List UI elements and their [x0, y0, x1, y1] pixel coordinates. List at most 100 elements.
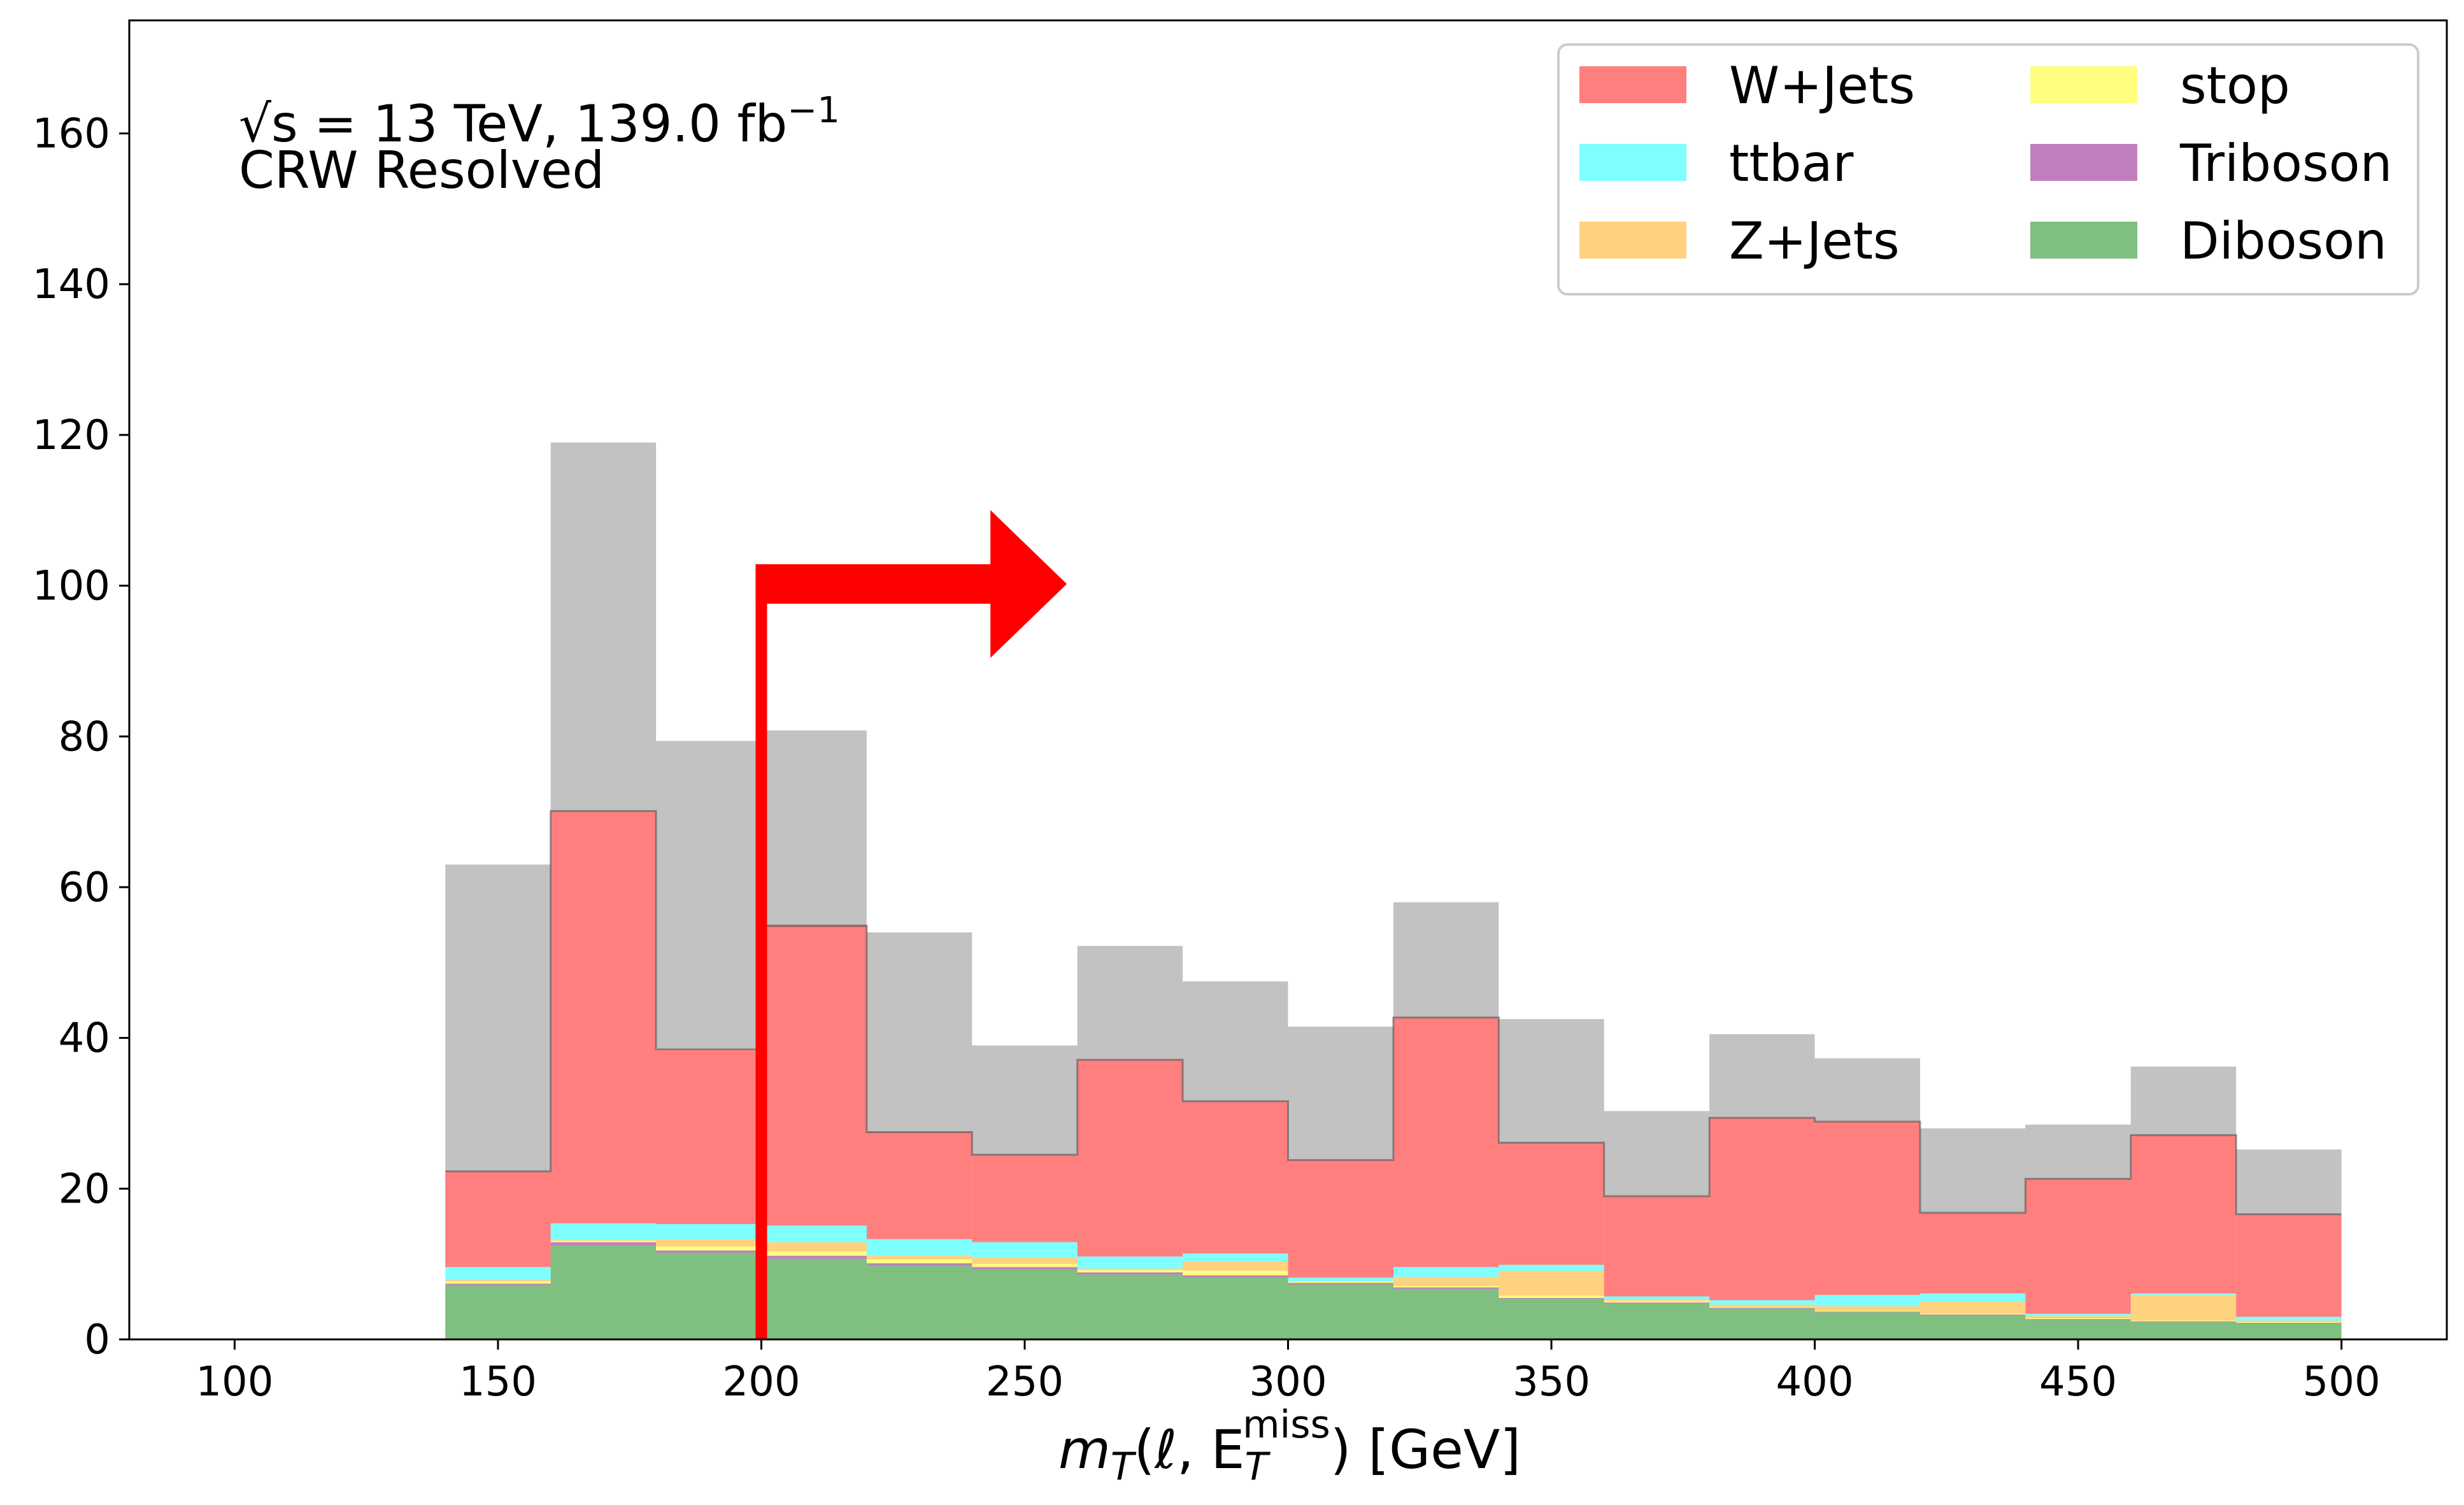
bar-triboson	[1077, 1272, 1183, 1275]
y-tick-label: 140	[32, 261, 110, 308]
uncertainty-bin	[866, 932, 972, 1133]
bar-ttbar	[1077, 1256, 1183, 1269]
bar-diboson	[445, 1285, 551, 1339]
energy-lumi-label: √s = 13 TeV, 139.0 fb−1	[239, 90, 840, 153]
bar-ttbar	[972, 1242, 1078, 1259]
legend-swatch	[1579, 66, 1686, 103]
bar-z-jets	[866, 1255, 972, 1260]
bar-ttbar	[761, 1225, 867, 1243]
uncertainty-bin	[1709, 1034, 1815, 1118]
bar-w-jets	[1709, 1118, 1815, 1301]
bar-z-jets	[972, 1258, 1078, 1264]
cut-arrow-shaft	[755, 564, 994, 604]
bar-ttbar	[1604, 1296, 1710, 1300]
y-tick-label: 20	[59, 1166, 110, 1213]
uncertainty-bin	[1183, 981, 1288, 1102]
bar-triboson	[761, 1255, 867, 1259]
uncertainty-bin	[1288, 1026, 1393, 1160]
bar-z-jets	[1919, 1301, 2026, 1314]
legend-label: stop	[2180, 56, 2290, 115]
bar-triboson	[1814, 1311, 1920, 1313]
uncertainty-bin	[1393, 902, 1499, 1018]
bar-triboson	[1288, 1283, 1393, 1285]
bar-z-jets	[1393, 1276, 1499, 1286]
bar-stop	[761, 1251, 867, 1256]
cut-line	[755, 564, 767, 1339]
bar-w-jets	[1393, 1017, 1499, 1267]
bar-ttbar	[2025, 1313, 2131, 1316]
bar-diboson	[972, 1269, 1078, 1339]
bar-w-jets	[761, 925, 867, 1226]
uncertainty-bin	[656, 741, 762, 1049]
bar-stop	[972, 1264, 1078, 1267]
bar-stop	[1499, 1295, 1604, 1298]
bar-diboson	[1183, 1277, 1288, 1339]
bar-w-jets	[1288, 1160, 1393, 1278]
bar-diboson	[1709, 1308, 1815, 1339]
y-tick-label: 100	[32, 563, 110, 610]
bar-stop	[2130, 1320, 2237, 1322]
uncertainty-bin	[2130, 1066, 2237, 1136]
legend: W+Jets stop ttbar Triboson Z+Jets Diboson	[1557, 43, 2419, 296]
bar-z-jets	[550, 1239, 657, 1241]
legend-label: Z+Jets	[1729, 211, 1900, 271]
legend-swatch	[2030, 144, 2137, 181]
legend-swatch	[2030, 222, 2137, 259]
bar-diboson	[656, 1252, 762, 1339]
bar-ttbar	[1288, 1277, 1393, 1281]
bar-z-jets	[1814, 1306, 1920, 1311]
uncertainty-bin	[972, 1045, 1078, 1155]
y-tick-label: 80	[59, 713, 110, 760]
annotation: √s = 13 TeV, 139.0 fb−1 CRW Resolved	[239, 90, 840, 200]
bar-stop	[866, 1259, 972, 1264]
y-tick-label: 120	[32, 412, 110, 459]
cut-arrow	[755, 510, 1067, 1339]
uncertainty-bin	[445, 864, 551, 1172]
legend-label: Diboson	[2180, 211, 2387, 271]
bar-w-jets	[1919, 1213, 2026, 1294]
y-tick-label: 60	[59, 864, 110, 911]
bar-triboson	[445, 1283, 551, 1285]
x-tick-label: 450	[2039, 1359, 2117, 1406]
x-tick-label: 150	[459, 1359, 537, 1406]
y-tick-label: 0	[84, 1316, 110, 1364]
y-tick-label: 40	[59, 1015, 110, 1062]
bar-w-jets	[445, 1171, 551, 1267]
bar-triboson	[1393, 1287, 1499, 1289]
bar-diboson	[1919, 1315, 2026, 1339]
bar-diboson	[866, 1266, 972, 1339]
x-axis-label: mT(ℓ, ETmiss) [GeV]	[1058, 1402, 1521, 1489]
legend-swatch	[1579, 144, 1686, 181]
x-tick-label: 500	[2303, 1359, 2381, 1406]
bar-stop	[1709, 1307, 1815, 1308]
bar-z-jets	[1499, 1271, 1604, 1296]
bar-stop	[445, 1281, 551, 1284]
bar-ttbar	[2130, 1293, 2237, 1295]
bar-w-jets	[1077, 1059, 1183, 1257]
bar-stop	[656, 1246, 762, 1251]
bar-w-jets	[656, 1049, 762, 1224]
legend-label: W+Jets	[1729, 56, 1915, 115]
bar-stop	[2025, 1318, 2131, 1320]
uncertainty-bin	[2236, 1149, 2342, 1215]
x-tick-label: 350	[1513, 1359, 1590, 1406]
legend-swatch	[2030, 66, 2137, 103]
x-tick-label: 300	[1249, 1359, 1327, 1406]
region-label: CRW Resolved	[239, 141, 604, 200]
x-tick-label: 400	[1776, 1359, 1853, 1406]
bar-diboson	[2025, 1320, 2131, 1339]
bar-z-jets	[2236, 1320, 2342, 1322]
bar-stop	[1919, 1313, 2026, 1315]
y-tick-label: 160	[32, 111, 110, 158]
bar-diboson	[1077, 1274, 1183, 1339]
bar-triboson	[656, 1250, 762, 1253]
bar-stop	[1077, 1270, 1183, 1273]
bar-w-jets	[2130, 1135, 2237, 1294]
stacked-bars	[445, 810, 2342, 1339]
axes: 100 150 200 250 300 350 400 450 500 0 20 40 60 80 100 1…	[32, 19, 2448, 1406]
bar-z-jets	[1604, 1299, 1710, 1301]
bar-w-jets	[1604, 1196, 1710, 1297]
bar-ttbar	[1183, 1253, 1288, 1261]
bar-ttbar	[445, 1267, 551, 1280]
